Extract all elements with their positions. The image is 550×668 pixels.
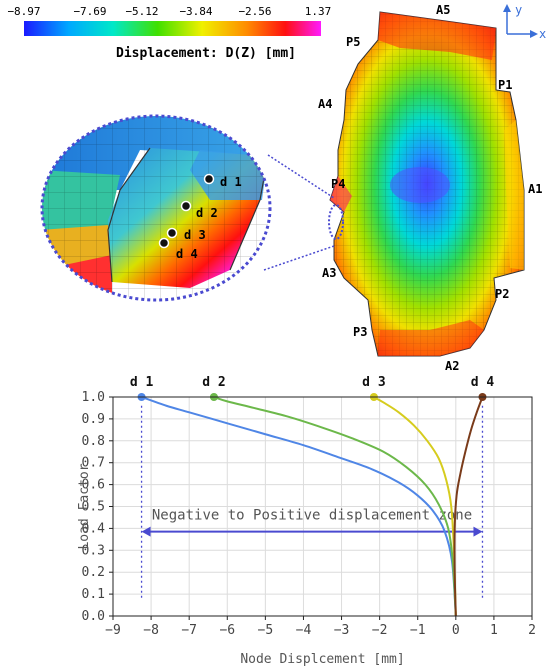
- model-label: A3: [322, 266, 336, 280]
- colorbar-tick-label: −8.97: [7, 5, 40, 18]
- zone-label: Negative to Positive displacement zone: [152, 508, 472, 524]
- x-tick-label: 0: [452, 623, 460, 638]
- zoom-border: [40, 114, 272, 302]
- plot-frame: [112, 396, 533, 617]
- x-tick-label: −9: [105, 623, 121, 638]
- series-label: d 4: [471, 375, 495, 390]
- fe-model: A5 P5 P1 A4 A1 P4 A3 P2 P3 A2: [318, 3, 542, 373]
- series-label: d 3: [362, 375, 385, 390]
- zone-arrow-head-left: [141, 526, 151, 537]
- chart-series: d 1 d 2 d 3 d 4: [130, 375, 495, 617]
- y-tick-label: 0.1: [82, 587, 105, 602]
- x-tick-label: −5: [258, 623, 274, 638]
- model-label: P3: [353, 325, 367, 339]
- x-tick-label: −8: [143, 623, 159, 638]
- triad-y-label: y: [515, 3, 522, 17]
- model-label: A2: [445, 359, 459, 373]
- y-axis-label: Load Factor: [77, 463, 92, 549]
- zone-arrow-head-right: [473, 526, 483, 537]
- model-label: P5: [346, 35, 360, 49]
- series-label: d 2: [202, 375, 225, 390]
- zoom-node-label: d 2: [196, 206, 218, 220]
- model-label: A5: [436, 3, 450, 17]
- x-axis-label: Node Displcement [mm]: [240, 652, 404, 667]
- colorbar-tick-label: −5.12: [125, 5, 158, 18]
- load-displacement-chart: Negative to Positive displacement zone d…: [77, 375, 536, 667]
- y-tick-label: 1.0: [82, 390, 105, 405]
- colorbar-tick-label: 1.37: [305, 5, 332, 18]
- x-tick-label: −6: [219, 623, 235, 638]
- zoom-node-label: d 4: [176, 247, 198, 261]
- axes-triad: y x: [503, 3, 546, 41]
- colorbar-tick-label: −3.84: [179, 5, 212, 18]
- colorbar-tick-label: −2.56: [238, 5, 271, 18]
- zoom-target: [328, 204, 344, 240]
- model-label: P4: [331, 177, 345, 191]
- node-marker-d1: [203, 173, 215, 185]
- x-tick-label: 1: [490, 623, 498, 638]
- x-tick-label: −2: [372, 623, 388, 638]
- chart-grid: [112, 396, 533, 617]
- model-label: P1: [498, 78, 512, 92]
- y-tick-label: 0.7: [82, 456, 105, 471]
- y-tick-label: 0.5: [82, 500, 105, 515]
- displacement-zone: Negative to Positive displacement zone: [140, 405, 484, 599]
- model-label: P2: [495, 287, 509, 301]
- zoom-inset: d 1 d 2 d 3 d 4: [40, 114, 272, 302]
- y-tick-label: 0.4: [82, 521, 106, 536]
- x-tick-label: −3: [334, 623, 350, 638]
- x-tick-label: −1: [410, 623, 426, 638]
- triad-x-label: x: [539, 27, 546, 41]
- x-tick-label: −4: [296, 623, 312, 638]
- colorbar-ticks: −8.97 −7.69 −5.12 −3.84 −2.56 1.37: [7, 5, 331, 18]
- y-tick-label: 0.8: [82, 434, 105, 449]
- series-line-d2: [213, 396, 457, 617]
- zoom-node-label: d 1: [220, 175, 242, 189]
- y-tick-label: 0.6: [82, 478, 105, 493]
- zoom-connectors: [263, 154, 344, 271]
- chart-ticks: −9 −8 −7 −6 −5 −4 −3 −2 −1 0 1 2 0.0 0.1 0.2 0.3 0.4 0.5 0…: [82, 390, 536, 638]
- series-label: d 1: [130, 375, 154, 390]
- node-marker-d4: [158, 237, 170, 249]
- series-line-d3: [373, 396, 457, 617]
- series-line-d4: [453, 396, 484, 617]
- x-tick-label: −7: [181, 623, 197, 638]
- series-line-d1: [141, 396, 457, 617]
- colorbar-tick-label: −7.69: [73, 5, 106, 18]
- model-label: A4: [318, 97, 332, 111]
- zoom-node-label: d 3: [184, 228, 206, 242]
- colorbar-gradient: [24, 21, 321, 36]
- model-label: A1: [528, 182, 542, 196]
- colorbar-title: Displacement: D(Z) [mm]: [116, 46, 296, 61]
- y-tick-label: 0.2: [82, 565, 105, 580]
- x-tick-label: 2: [528, 623, 536, 638]
- node-marker-d2: [180, 200, 192, 212]
- y-tick-label: 0.3: [82, 543, 105, 558]
- y-tick-label: 0.9: [82, 412, 105, 427]
- y-tick-label: 0.0: [82, 609, 105, 624]
- node-marker-d3: [166, 227, 178, 239]
- colorbar: −8.97 −7.69 −5.12 −3.84 −2.56 1.37 Displ…: [7, 5, 331, 61]
